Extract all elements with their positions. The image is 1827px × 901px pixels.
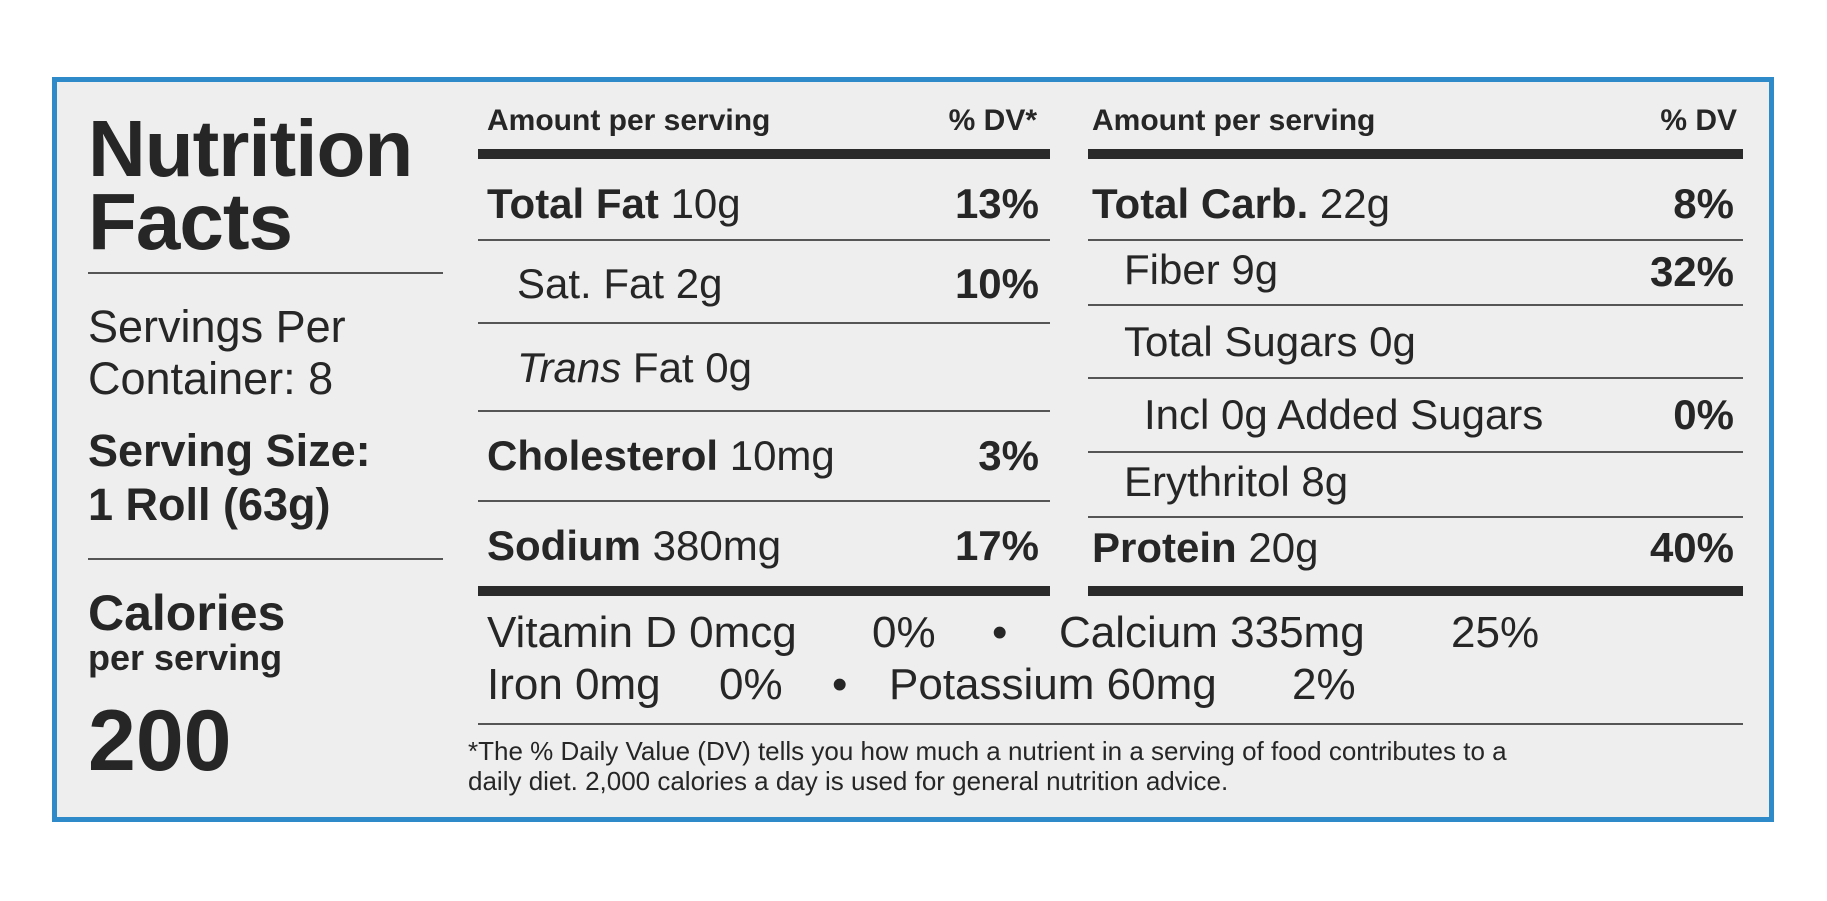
title-line-1: Nutrition <box>88 104 413 193</box>
calcium: Calcium 335mg <box>1059 608 1365 657</box>
divider <box>88 558 443 560</box>
nutrient-protein: Protein 20g <box>1092 524 1319 571</box>
iron-dv: 0% <box>719 660 783 709</box>
calories-sub-label: per serving <box>88 637 283 678</box>
serving-size-value: 1 Roll (63g) <box>88 479 331 530</box>
servings-line-1: Servings Per <box>88 301 346 352</box>
divider <box>1088 304 1743 306</box>
dv-total-fat: 13% <box>954 180 1039 227</box>
nutrient-sat-fat: Sat. Fat 2g <box>517 260 723 307</box>
servings-line-2: Container: 8 <box>88 353 334 404</box>
potassium-dv: 2% <box>1292 660 1356 709</box>
footnote-line-1: *The % Daily Value (DV) tells you how mu… <box>468 736 1507 766</box>
divider <box>478 322 1050 324</box>
divider <box>478 410 1050 412</box>
divider <box>478 239 1050 241</box>
divider <box>1088 377 1743 379</box>
serving-size-label: Serving Size: <box>88 425 371 476</box>
thick-rule <box>478 149 1050 159</box>
divider <box>1088 516 1743 518</box>
right-header-amount: Amount per serving <box>1092 104 1376 137</box>
dv-cholesterol: 3% <box>978 432 1039 479</box>
nutrient-sodium: Sodium 380mg <box>487 522 782 569</box>
vitamin-d: Vitamin D 0mcg <box>487 608 797 657</box>
dv-added-sugars: 0% <box>1673 391 1734 438</box>
nutrient-total-sugars: Total Sugars 0g <box>1124 318 1416 365</box>
nutrition-facts-panel: Nutrition Facts Servings Per Container: … <box>52 77 1774 822</box>
nutrient-trans-fat: Trans Fat 0g <box>517 344 752 391</box>
nutrient-total-carb: Total Carb. 22g <box>1092 180 1390 227</box>
nutrient-added-sugars: Incl 0g Added Sugars <box>1144 391 1544 438</box>
dv-protein: 40% <box>1649 524 1734 571</box>
nutrient-cholesterol: Cholesterol 10mg <box>487 432 835 479</box>
nutrient-total-fat: Total Fat 10g <box>487 180 741 227</box>
title-line-2: Facts <box>88 177 293 266</box>
dv-sat-fat: 10% <box>954 260 1039 307</box>
dv-fiber: 32% <box>1649 248 1734 295</box>
calcium-dv: 25% <box>1451 608 1540 657</box>
nutrient-erythritol: Erythritol 8g <box>1124 458 1349 505</box>
left-header-dv: % DV* <box>948 104 1037 137</box>
thick-rule <box>1088 149 1743 159</box>
calories-label: Calories <box>88 585 286 641</box>
divider <box>1088 451 1743 453</box>
calories-value: 200 <box>88 693 232 789</box>
thick-rule <box>1088 586 1743 596</box>
vitamin-d-dv: 0% <box>872 608 936 657</box>
iron: Iron 0mg <box>487 660 661 709</box>
divider <box>478 500 1050 502</box>
left-header-amount: Amount per serving <box>487 104 771 137</box>
bullet-separator: • <box>832 660 848 709</box>
divider <box>88 272 443 274</box>
nutrient-fiber: Fiber 9g <box>1124 246 1279 293</box>
divider <box>478 723 1743 725</box>
footnote-line-2: daily diet. 2,000 calories a day is used… <box>468 766 1229 796</box>
right-header-dv: % DV <box>1660 104 1737 137</box>
divider <box>1088 239 1743 241</box>
bullet-separator: • <box>992 608 1008 657</box>
thick-rule <box>478 586 1050 596</box>
dv-sodium: 17% <box>954 522 1039 569</box>
potassium: Potassium 60mg <box>889 660 1217 709</box>
dv-total-carb: 8% <box>1673 180 1734 227</box>
